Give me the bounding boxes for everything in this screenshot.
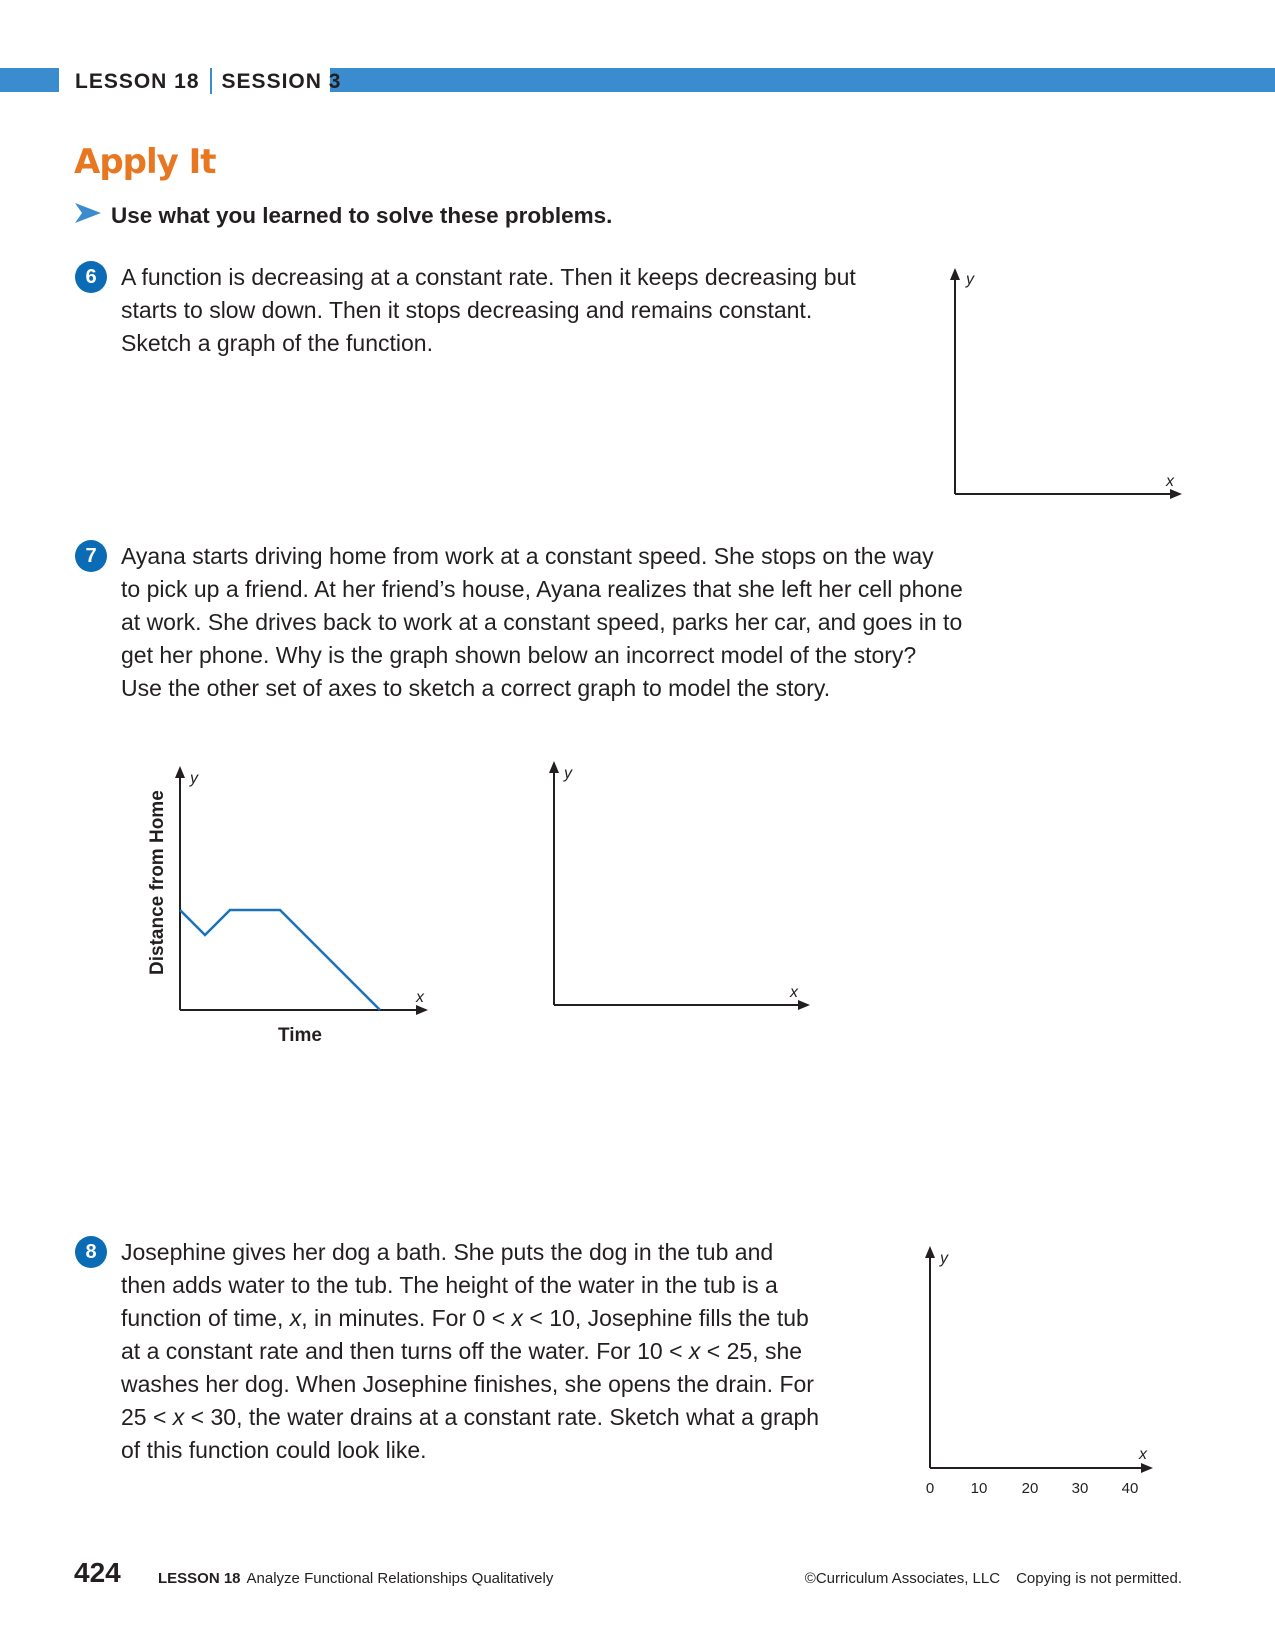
problem-6-line: A function is decreasing at a constant r…: [121, 264, 856, 290]
footer-copyright: ©Curriculum Associates, LLC Copying is no…: [805, 1570, 1182, 1587]
problem-number-badge: 7: [75, 540, 107, 572]
x-axis-label: x: [789, 984, 799, 1001]
page-number: 424: [74, 1557, 121, 1588]
y-axis-label: y: [189, 770, 199, 787]
x-axis-label: x: [1165, 473, 1175, 490]
header-session: SESSION 3: [221, 70, 342, 94]
arrow-right-icon: [75, 203, 101, 229]
problem-7-line: get her phone. Why is the graph shown be…: [121, 642, 917, 668]
footer-lesson: LESSON 18 Analyze Functional Relationship…: [158, 1570, 553, 1587]
x-axis-arrow-icon: [1141, 1463, 1153, 1473]
footer-lesson-title: Analyze Functional Relationships Qualita…: [246, 1570, 554, 1587]
x-tick-label: 20: [1022, 1480, 1039, 1497]
problem-8-line: function of time, x, in minutes. For 0 <…: [121, 1305, 809, 1331]
x-tick-label: 30: [1072, 1480, 1089, 1497]
instruction-text: Use what you learned to solve these prob…: [111, 203, 613, 228]
x-tick-label: 40: [1122, 1480, 1139, 1497]
problem-7-line: Ayana starts driving home from work at a…: [121, 543, 934, 569]
problem-6-line: Sketch a graph of the function.: [121, 330, 433, 356]
problem-7-blank-axes[interactable]: y x: [540, 755, 820, 1015]
problem-8-line: washes her dog. When Josephine finishes,…: [121, 1371, 814, 1397]
page-title: Apply It: [74, 142, 217, 182]
x-axis-arrow-icon: [798, 1000, 810, 1010]
problem-7-line: to pick up a friend. At her friend’s hou…: [121, 576, 963, 602]
problem-8-axes[interactable]: y x 0 10 20 30 40: [910, 1240, 1160, 1500]
y-axis-arrow-icon: [549, 761, 559, 773]
problem-8-line: Josephine gives her dog a bath. She puts…: [121, 1239, 774, 1265]
y-axis-label: y: [939, 1250, 949, 1267]
y-axis-title: Distance from Home: [147, 790, 168, 975]
y-axis-label: y: [563, 765, 573, 782]
header-lesson: LESSON 18: [75, 70, 200, 94]
problem-7-line: Use the other set of axes to sketch a co…: [121, 675, 831, 701]
y-axis-arrow-icon: [950, 268, 960, 280]
instruction: Use what you learned to solve these prob…: [75, 203, 612, 229]
y-axis-arrow-icon: [175, 766, 185, 778]
problem-8-text: Josephine gives her dog a bath. She puts…: [121, 1236, 819, 1467]
header-bar-right: [330, 68, 1275, 92]
problem-8-line: at a constant rate and then turns off th…: [121, 1338, 803, 1364]
problem-number-badge: 8: [75, 1236, 107, 1268]
problem-8-line: 25 < x < 30, the water drains at a const…: [121, 1404, 820, 1430]
problem-7-text: Ayana starts driving home from work at a…: [121, 540, 963, 705]
problem-8-line: then adds water to the tub. The height o…: [121, 1272, 778, 1298]
header-divider: [209, 68, 212, 94]
y-axis-label: y: [965, 271, 975, 288]
x-tick-label: 0: [926, 1480, 934, 1497]
footer-lesson-label: LESSON 18: [158, 1570, 241, 1587]
copyright-text: ©Curriculum Associates, LLC: [804, 1570, 1001, 1587]
problem-6-line: starts to slow down. Then it stops decre…: [121, 297, 813, 323]
problem-6-axes[interactable]: y x: [940, 268, 1190, 508]
problem-7-incorrect-graph: y x Distance from Home Time: [147, 766, 428, 1046]
x-axis-title: Time: [278, 1025, 322, 1046]
distance-time-line: [179, 908, 381, 1011]
x-axis-arrow-icon: [1170, 489, 1182, 499]
x-axis-label: x: [1138, 1446, 1148, 1463]
header-bar-left: [0, 68, 59, 92]
x-axis-label: x: [415, 989, 425, 1006]
header: LESSON 18 SESSION 3: [75, 68, 341, 96]
problem-6-text: A function is decreasing at a constant r…: [121, 261, 856, 360]
x-tick-label: 10: [971, 1480, 988, 1497]
y-axis-arrow-icon: [925, 1246, 935, 1258]
x-axis-arrow-icon: [416, 1005, 428, 1015]
problem-7-line: at work. She drives back to work at a co…: [121, 609, 963, 635]
problem-number-badge: 6: [75, 261, 107, 293]
problem-8-line: of this function could look like.: [121, 1437, 427, 1463]
copy-notice: Copying is not permitted.: [1016, 1570, 1182, 1587]
